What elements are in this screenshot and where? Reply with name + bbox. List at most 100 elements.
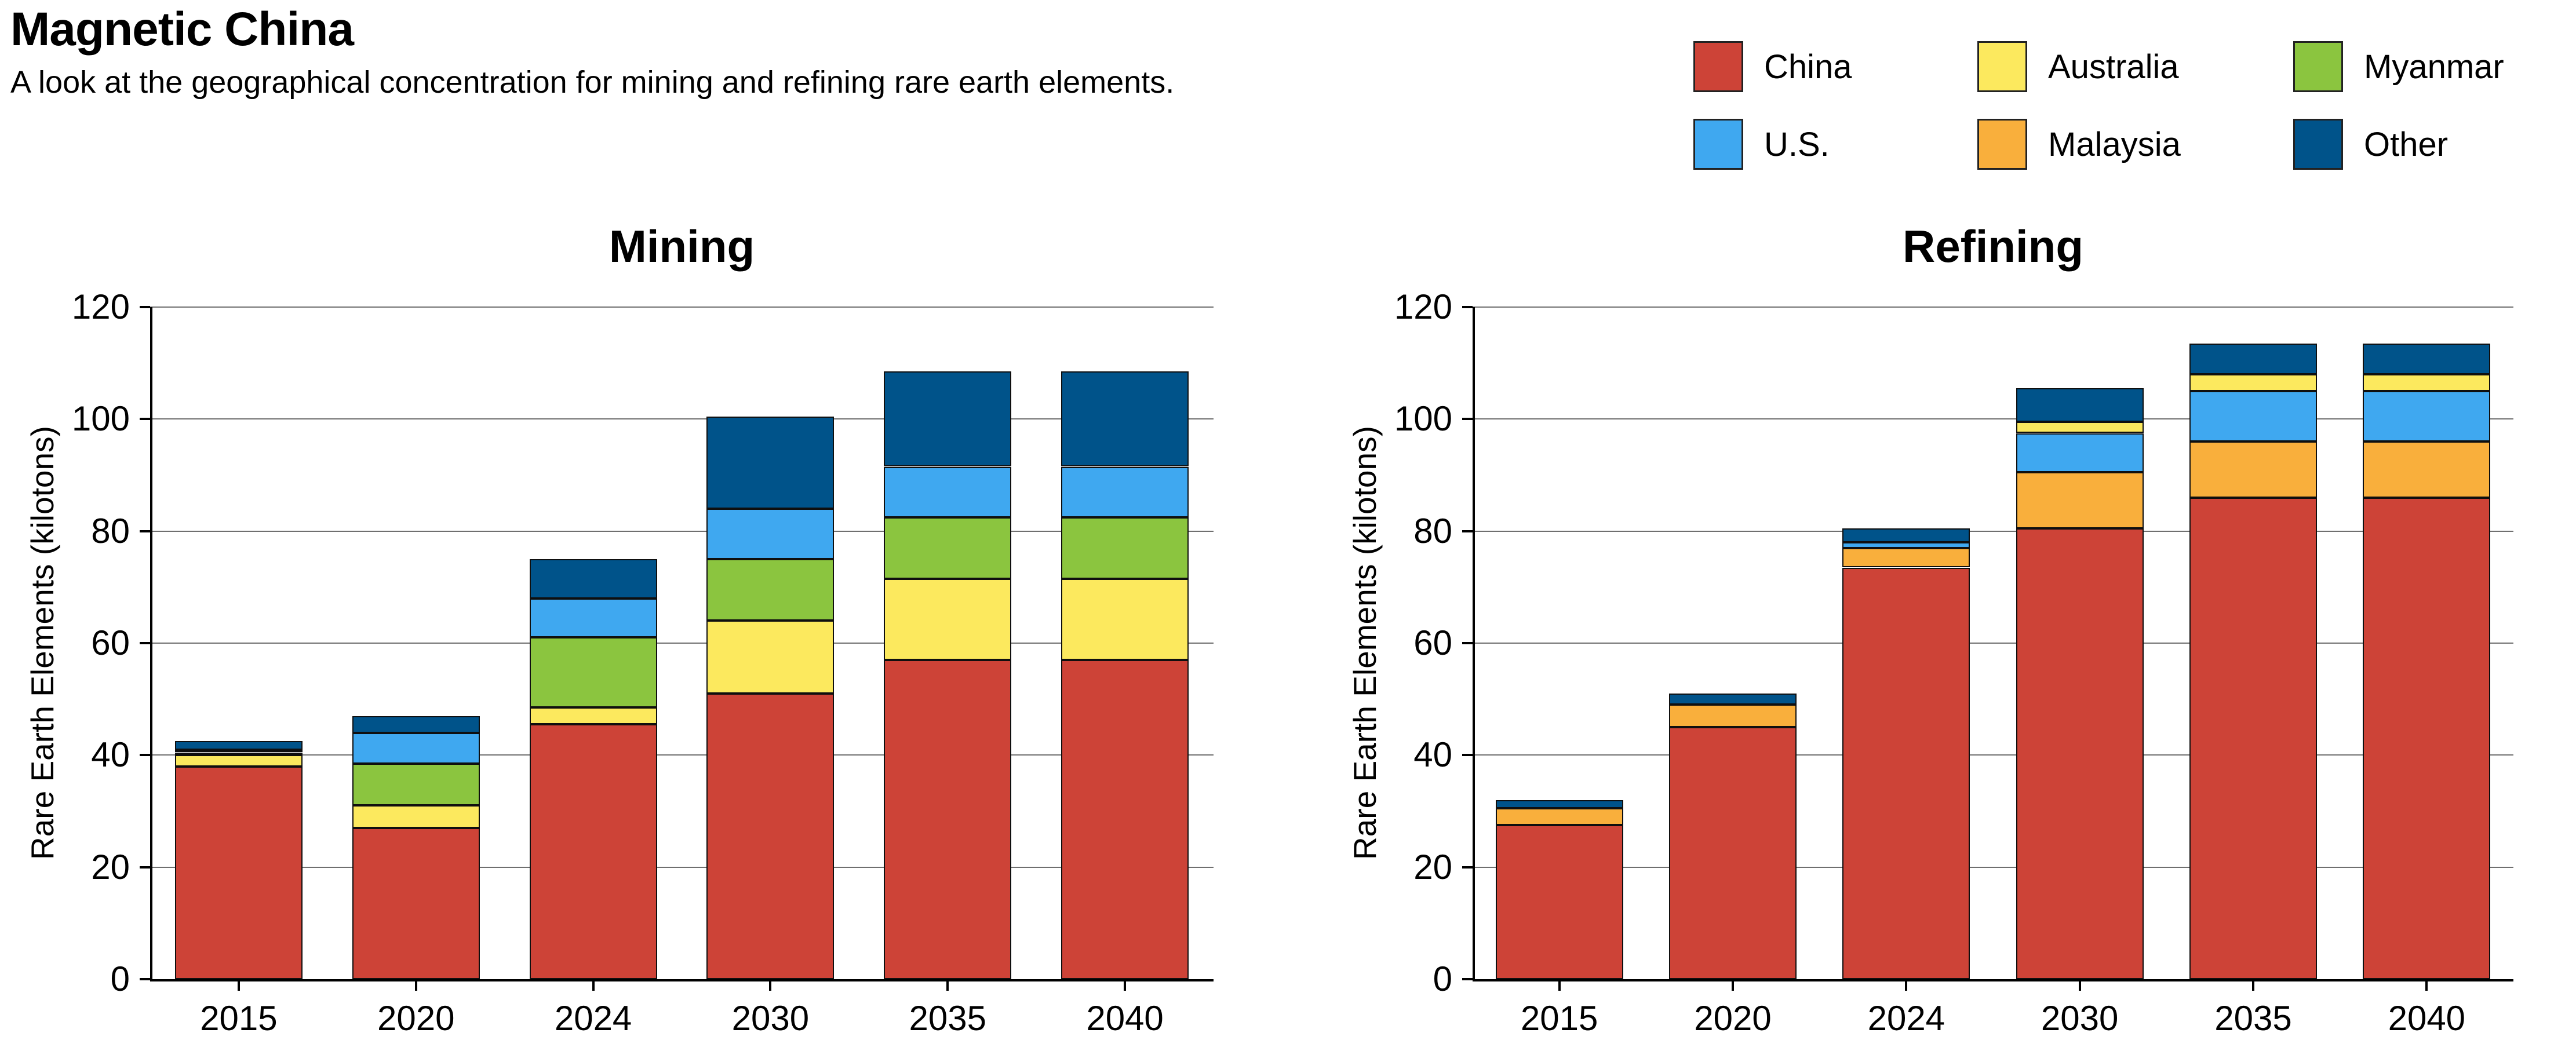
bar-segment-refining-2024-us: [1842, 542, 1970, 548]
gridline-y40: [1473, 754, 2513, 756]
bar-segment-mining-2024-other: [529, 559, 657, 599]
x-tick-label: 2035: [909, 999, 986, 1038]
bar-segment-mining-2015-other: [174, 741, 303, 750]
legend-label: U.S.: [1764, 125, 1830, 163]
x-axis-tick: [769, 979, 772, 991]
x-axis-tick: [1732, 979, 1734, 991]
bar-segment-mining-2035-australia: [884, 578, 1012, 660]
figure-header: Magnetic China A look at the geographica…: [10, 3, 1174, 101]
y-axis-tick: [140, 418, 150, 421]
bar-segment-mining-2030-australia: [706, 621, 835, 694]
bar-segment-mining-2030-other: [706, 416, 835, 509]
legend-swatch-icon: [2293, 119, 2343, 170]
bar-segment-mining-2020-myanmar: [352, 763, 480, 806]
legend-label: Other: [2364, 125, 2449, 163]
page-title: Magnetic China: [10, 3, 354, 56]
bar-segment-refining-2030-malaysia: [2016, 472, 2144, 528]
y-axis-tick: [140, 642, 150, 644]
bar-segment-refining-2035-china: [2189, 497, 2317, 979]
legend-item-china: China: [1693, 41, 1977, 93]
x-axis-spine: [1473, 979, 2513, 981]
bar-segment-refining-2035-other: [2189, 343, 2317, 374]
bar-segment-mining-2035-other: [884, 371, 1012, 467]
bar-segment-mining-2020-australia: [352, 805, 480, 828]
bar-segment-mining-2040-myanmar: [1061, 517, 1189, 579]
bar-segment-refining-2035-us: [2189, 391, 2317, 441]
x-axis-spine: [150, 979, 1214, 981]
legend-swatch-icon: [1977, 41, 2027, 92]
x-axis-tick: [1558, 979, 1561, 991]
y-axis-tick: [140, 530, 150, 532]
legend-label: Malaysia: [2048, 125, 2181, 163]
bar-segment-refining-2015-malaysia: [1495, 808, 1623, 826]
bar-segment-mining-2030-myanmar: [706, 559, 835, 621]
y-axis-spine: [1473, 307, 1475, 981]
bar-segment-refining-2030-australia: [2016, 422, 2144, 433]
gridline-y80: [1473, 530, 2513, 532]
bar-segment-refining-2030-other: [2016, 388, 2144, 422]
chart-title-refining: Refining: [1903, 221, 2083, 272]
y-tick-label: 100: [1394, 399, 1452, 439]
legend: China Australia Myanmar U.S. Malaysia Other: [1693, 41, 2576, 170]
y-axis-tick: [1462, 418, 1473, 421]
y-axis-tick: [1462, 530, 1473, 532]
y-axis-spine: [150, 307, 152, 981]
bar-segment-mining-2040-other: [1061, 371, 1189, 467]
gridline-y80: [150, 530, 1214, 532]
y-tick-label: 20: [1413, 847, 1452, 886]
legend-item-us: U.S.: [1693, 118, 1977, 170]
bar-segment-refining-2020-china: [1669, 727, 1797, 979]
bar-segment-mining-2035-us: [884, 466, 1012, 517]
bar-segment-mining-2030-china: [706, 694, 835, 979]
bar-segment-mining-2040-us: [1061, 466, 1189, 517]
page-subtitle: A look at the geographical concentration…: [10, 65, 1175, 100]
bar-segment-refining-2020-other: [1669, 694, 1797, 705]
bar-segment-mining-2020-other: [352, 716, 480, 733]
legend-swatch-icon: [2293, 41, 2343, 92]
y-axis-tick: [1462, 866, 1473, 869]
bar-segment-mining-2030-us: [706, 509, 835, 559]
bar-segment-refining-2035-australia: [2189, 374, 2317, 391]
y-tick-label: 80: [1413, 511, 1452, 550]
y-tick-label: 0: [110, 959, 130, 998]
bar-segment-mining-2020-us: [352, 732, 480, 764]
x-axis-tick: [414, 979, 417, 991]
x-tick-label: 2020: [377, 999, 455, 1038]
bar-segment-refining-2015-china: [1495, 825, 1623, 979]
gridline-y120: [150, 306, 1214, 308]
bar-segment-mining-2040-australia: [1061, 578, 1189, 660]
y-axis-tick: [1462, 642, 1473, 644]
y-tick-label: 120: [71, 287, 130, 326]
x-axis-tick: [1124, 979, 1127, 991]
x-axis-tick: [946, 979, 949, 991]
chart-title-mining: Mining: [609, 221, 755, 272]
y-axis-tick: [1462, 306, 1473, 308]
bar-segment-mining-2015-us: [174, 749, 303, 753]
legend-label: Australia: [2048, 48, 2179, 86]
gridline-y120: [1473, 306, 2513, 308]
gridline-y60: [1473, 643, 2513, 644]
x-axis-tick: [592, 979, 595, 991]
bar-segment-refining-2024-malaysia: [1842, 548, 1970, 568]
x-axis-tick: [2425, 979, 2428, 991]
bar-segment-refining-2040-australia: [2363, 374, 2491, 391]
x-tick-label: 2040: [2388, 999, 2466, 1038]
bar-segment-mining-2015-myanmar: [174, 752, 303, 756]
bar-segment-mining-2024-china: [529, 724, 657, 979]
bar-segment-refining-2015-other: [1495, 800, 1623, 809]
x-tick-label: 2040: [1086, 999, 1164, 1038]
x-axis-tick: [1905, 979, 1908, 991]
bar-segment-refining-2040-other: [2363, 343, 2491, 374]
gridline-y100: [150, 418, 1214, 420]
x-axis-tick: [237, 979, 240, 991]
x-tick-label: 2024: [1867, 999, 1945, 1038]
y-tick-label: 40: [1413, 735, 1452, 775]
bar-segment-refining-2040-malaysia: [2363, 441, 2491, 498]
legend-swatch-icon: [1693, 41, 1743, 92]
x-tick-label: 2035: [2214, 999, 2292, 1038]
x-tick-label: 2030: [2041, 999, 2119, 1038]
bar-segment-refining-2040-us: [2363, 391, 2491, 441]
bar-segment-mining-2024-us: [529, 598, 657, 638]
y-axis-tick: [1462, 978, 1473, 980]
